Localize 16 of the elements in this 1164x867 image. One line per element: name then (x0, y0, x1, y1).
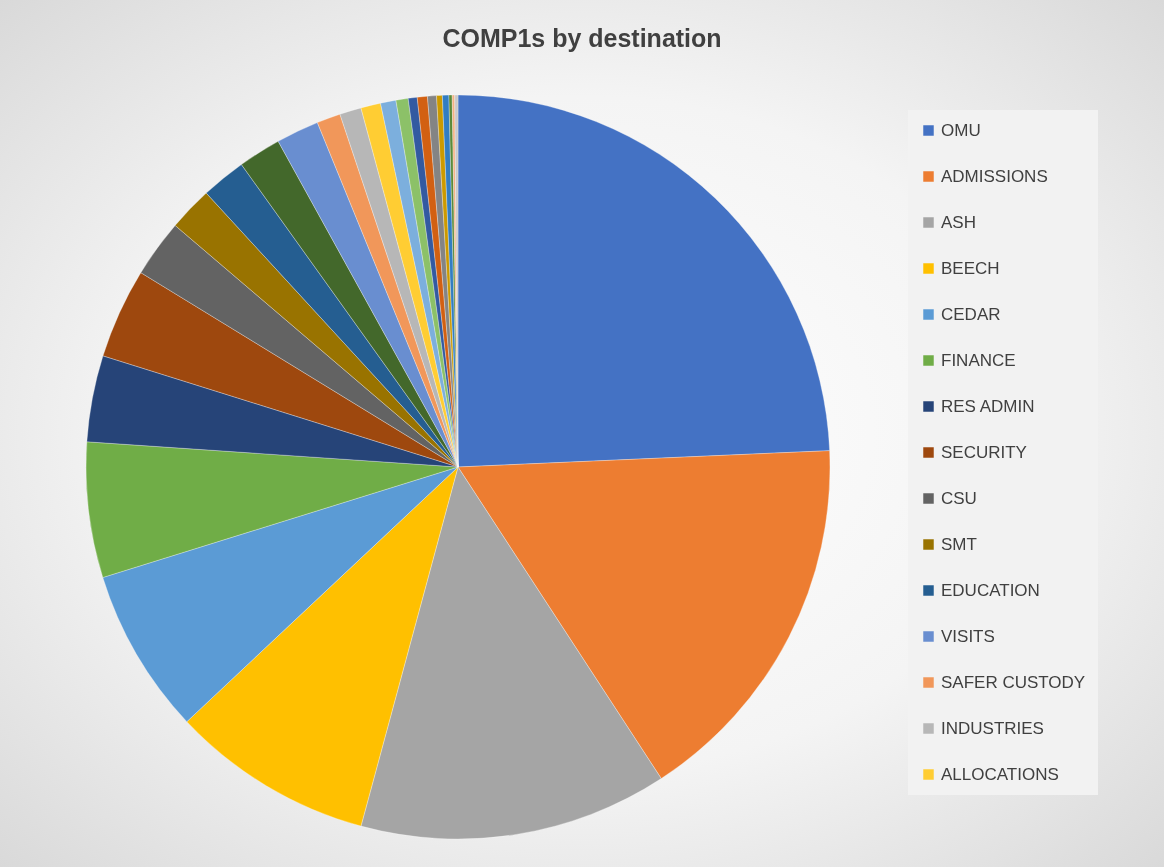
legend-label: CEDAR (941, 304, 1001, 324)
legend-label: CSU (941, 488, 977, 508)
legend-label: ASH (941, 212, 976, 232)
chart-title: COMP1s by destination (442, 24, 722, 52)
legend-label: VISITS (941, 626, 995, 646)
legend-label: OMU (941, 120, 981, 140)
legend-label: SAFER CUSTODY (941, 672, 1086, 692)
legend-label: BEECH (941, 258, 1000, 278)
legend-label: SMT (941, 534, 977, 554)
legend-label: SECURITY (941, 442, 1027, 462)
legend-label: ALLOCATIONS (941, 764, 1059, 784)
legend-label: EDUCATION (941, 580, 1040, 600)
legend-label: INDUSTRIES (941, 718, 1044, 738)
legend-label: RES ADMIN (941, 396, 1035, 416)
legend-label: FINANCE (941, 350, 1016, 370)
legend-label: ADMISSIONS (941, 166, 1048, 186)
